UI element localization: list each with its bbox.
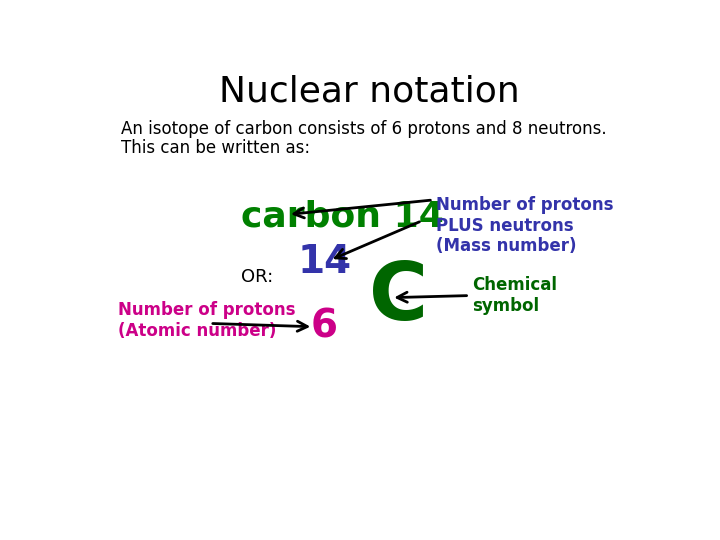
Text: Nuclear notation: Nuclear notation [219,75,519,109]
Text: C: C [369,259,428,336]
Text: 6: 6 [311,308,338,346]
Text: carbon 14: carbon 14 [240,200,444,234]
Text: 14: 14 [297,244,351,281]
Text: Number of protons
PLUS neutrons
(Mass number): Number of protons PLUS neutrons (Mass nu… [436,196,613,255]
Text: OR:: OR: [240,268,273,286]
Text: An isotope of carbon consists of 6 protons and 8 neutrons.: An isotope of carbon consists of 6 proto… [121,120,606,138]
Text: Number of protons
(Atomic number): Number of protons (Atomic number) [118,301,295,340]
Text: This can be written as:: This can be written as: [121,139,310,157]
Text: Chemical
symbol: Chemical symbol [472,276,557,315]
